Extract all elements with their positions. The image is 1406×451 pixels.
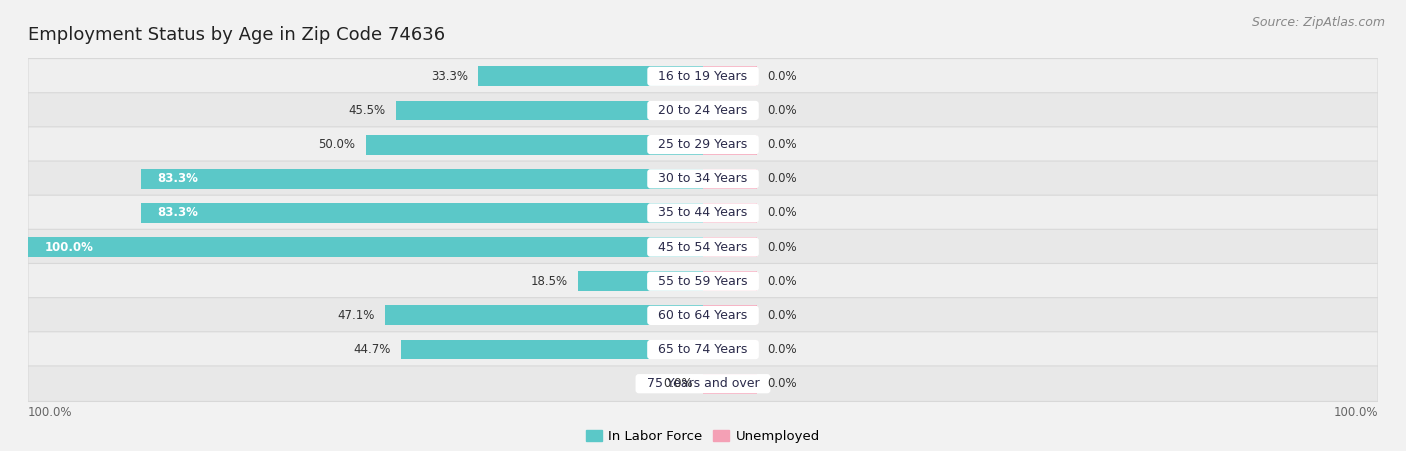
Text: 100.0%: 100.0% <box>45 240 94 253</box>
Text: 100.0%: 100.0% <box>28 406 73 419</box>
Text: 0.0%: 0.0% <box>664 377 693 390</box>
Bar <box>401 340 703 359</box>
Text: 50.0%: 50.0% <box>318 138 356 151</box>
Bar <box>703 340 756 359</box>
Text: 0.0%: 0.0% <box>768 70 797 83</box>
FancyBboxPatch shape <box>28 161 1378 197</box>
Bar <box>396 101 703 120</box>
FancyBboxPatch shape <box>28 366 1378 401</box>
Text: 0.0%: 0.0% <box>768 309 797 322</box>
Text: Source: ZipAtlas.com: Source: ZipAtlas.com <box>1251 16 1385 29</box>
Text: 30 to 34 Years: 30 to 34 Years <box>651 172 755 185</box>
Bar <box>703 203 756 223</box>
FancyBboxPatch shape <box>28 263 1378 299</box>
Text: 35 to 44 Years: 35 to 44 Years <box>651 207 755 220</box>
FancyBboxPatch shape <box>28 93 1378 128</box>
Text: Employment Status by Age in Zip Code 74636: Employment Status by Age in Zip Code 746… <box>28 26 446 44</box>
Text: 16 to 19 Years: 16 to 19 Years <box>651 70 755 83</box>
Bar <box>478 66 703 86</box>
Text: 0.0%: 0.0% <box>768 377 797 390</box>
FancyBboxPatch shape <box>28 59 1378 94</box>
Text: 47.1%: 47.1% <box>337 309 375 322</box>
Text: 45.5%: 45.5% <box>349 104 385 117</box>
FancyBboxPatch shape <box>28 229 1378 265</box>
Text: 33.3%: 33.3% <box>432 70 468 83</box>
Text: 83.3%: 83.3% <box>157 207 198 220</box>
Bar <box>578 272 703 291</box>
Bar <box>703 101 756 120</box>
Legend: In Labor Force, Unemployed: In Labor Force, Unemployed <box>581 425 825 449</box>
Text: 20 to 24 Years: 20 to 24 Years <box>651 104 755 117</box>
Text: 0.0%: 0.0% <box>768 275 797 288</box>
FancyBboxPatch shape <box>28 298 1378 333</box>
Text: 0.0%: 0.0% <box>768 172 797 185</box>
Text: 83.3%: 83.3% <box>157 172 198 185</box>
Text: 18.5%: 18.5% <box>531 275 568 288</box>
Bar <box>141 203 703 223</box>
Bar <box>141 169 703 189</box>
Text: 45 to 54 Years: 45 to 54 Years <box>651 240 755 253</box>
Text: 0.0%: 0.0% <box>768 343 797 356</box>
Bar <box>703 66 756 86</box>
Bar <box>385 305 703 325</box>
Bar <box>28 237 703 257</box>
Text: 60 to 64 Years: 60 to 64 Years <box>651 309 755 322</box>
Text: 44.7%: 44.7% <box>354 343 391 356</box>
FancyBboxPatch shape <box>28 195 1378 231</box>
Text: 0.0%: 0.0% <box>768 207 797 220</box>
Text: 0.0%: 0.0% <box>768 138 797 151</box>
Text: 25 to 29 Years: 25 to 29 Years <box>651 138 755 151</box>
Bar <box>366 135 703 155</box>
FancyBboxPatch shape <box>28 127 1378 162</box>
Text: 0.0%: 0.0% <box>768 104 797 117</box>
Text: 55 to 59 Years: 55 to 59 Years <box>650 275 756 288</box>
Bar <box>703 169 756 189</box>
Bar <box>703 237 756 257</box>
Text: 75 Years and over: 75 Years and over <box>638 377 768 390</box>
Text: 65 to 74 Years: 65 to 74 Years <box>651 343 755 356</box>
Bar <box>703 374 756 394</box>
Bar <box>703 135 756 155</box>
FancyBboxPatch shape <box>28 332 1378 367</box>
Bar <box>703 305 756 325</box>
Text: 0.0%: 0.0% <box>768 240 797 253</box>
Bar <box>703 272 756 291</box>
Text: 100.0%: 100.0% <box>1333 406 1378 419</box>
